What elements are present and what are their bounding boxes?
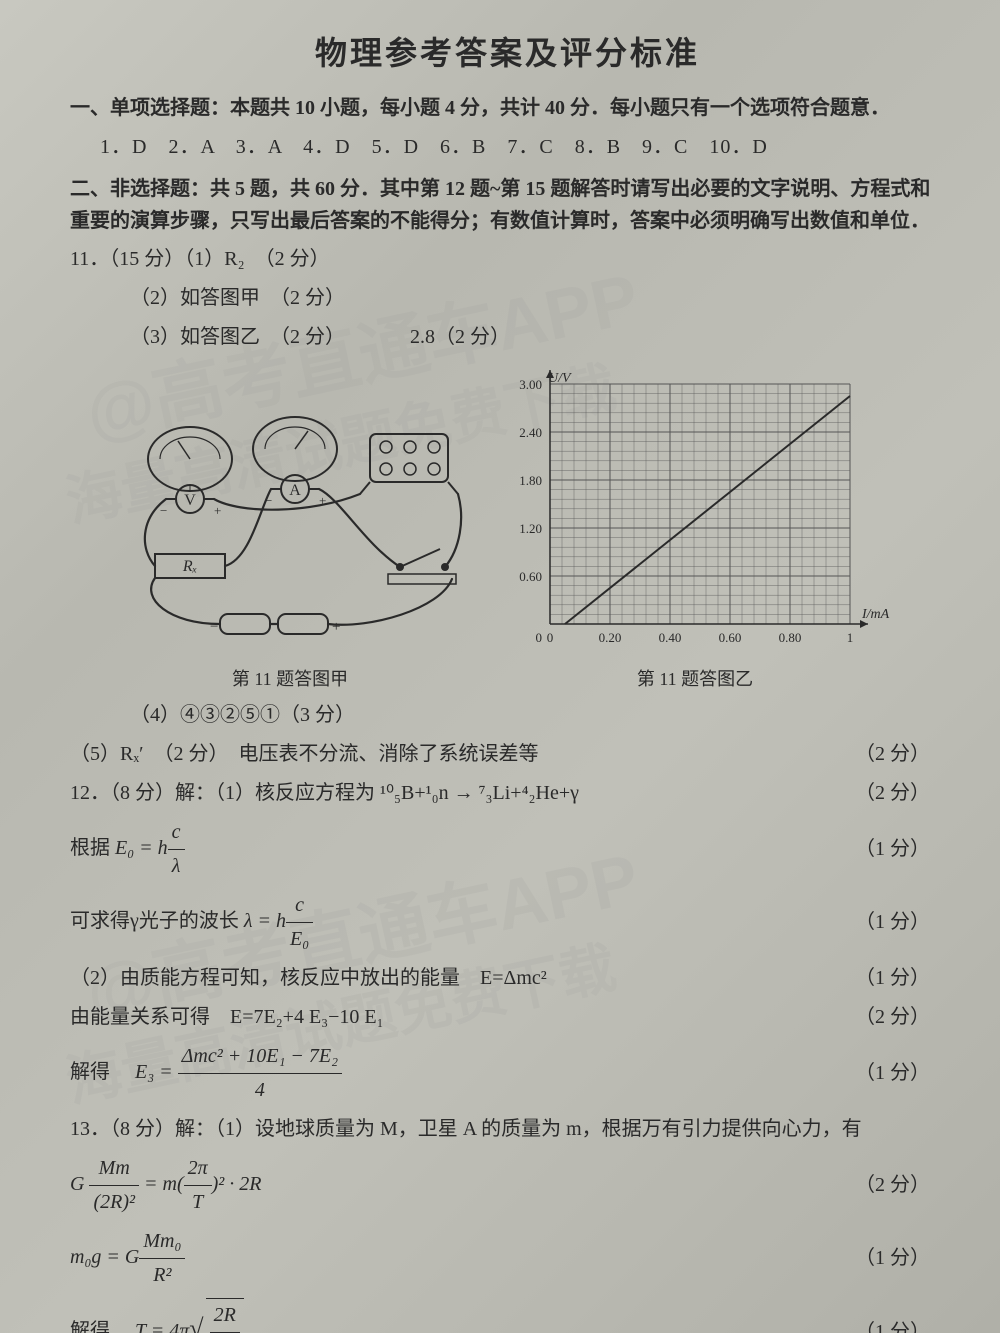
- svg-text:1: 1: [847, 630, 854, 645]
- svg-text:Rₓ: Rₓ: [182, 558, 197, 575]
- chart-box: 0 0.20 0.40 0.60 0.80 1 0.60 1.20 1.80 2.40 3.00 0 U…: [500, 364, 890, 691]
- q13-l2: m₀g = GMm₀R² （1 分）: [70, 1225, 945, 1292]
- svg-text:0: 0: [536, 630, 543, 645]
- q11-line5: （5）Rₓ′ （2 分） 电压表不分流、消除了系统误差等 （2 分）: [70, 738, 945, 771]
- svg-text:0.40: 0.40: [659, 630, 682, 645]
- svg-text:1.20: 1.20: [519, 521, 542, 536]
- svg-text:+: +: [214, 503, 221, 518]
- section-b-heading: 二、非选择题：共 5 题，共 60 分．其中第 12 题~第 15 题解答时请写…: [70, 173, 945, 237]
- q13-l2-score: （1 分）: [855, 1242, 945, 1275]
- q12-head-text: 12．（8 分）解：（1）核反应方程为 ¹⁰₅B+¹₀n → ⁷₃Li+⁴₂He…: [70, 777, 855, 810]
- circuit-diagram: V−+A−+Rₓ−+: [110, 399, 470, 659]
- q13-l1-formula: G Mm(2R)² = m(2πT)² · 2R: [70, 1152, 855, 1219]
- q12-l2-text: 根据 E₀ = hcλ: [70, 816, 855, 883]
- q13-l1-score: （2 分）: [855, 1169, 945, 1202]
- svg-text:I/mA: I/mA: [861, 607, 890, 622]
- page: 物理参考答案及评分标准 一、单项选择题：本题共 10 小题，每小题 4 分，共计…: [0, 0, 1000, 1333]
- q12-l3-prefix: 可求得γ光子的波长: [70, 910, 244, 932]
- q13-head: 13．（8 分）解：（1）设地球质量为 M，卫星 A 的质量为 m，根据万有引力…: [70, 1113, 945, 1146]
- q13-l3: 解得 T = 4π√2Rg （1 分）: [70, 1298, 945, 1333]
- q12-l6-text: 解得 E₃ = Δmc² + 10E₁ − 7E₂4: [70, 1040, 855, 1107]
- svg-text:+: +: [332, 619, 340, 635]
- svg-text:3.00: 3.00: [519, 377, 542, 392]
- q12-l5-score: （2 分）: [855, 1001, 945, 1034]
- svg-text:0.60: 0.60: [519, 569, 542, 584]
- q11-line3: （3）如答图乙 （2 分） 2.8（2 分）: [130, 321, 945, 354]
- q12-l5-text: 由能量关系可得 E=7E₂+4 E₃−10 E₁: [70, 1001, 855, 1034]
- svg-text:2.40: 2.40: [519, 425, 542, 440]
- q11-line1: 11．（15 分）（1）R₂ （2 分）: [70, 243, 945, 276]
- q11-l5a: （5）Rₓ′ （2 分） 电压表不分流、消除了系统误差等: [70, 738, 855, 771]
- q12-l4: （2）由质能方程可知，核反应中放出的能量 E=Δmc² （1 分）: [70, 962, 945, 995]
- q12-l6-prefix: 解得: [70, 1061, 130, 1083]
- svg-text:0.60: 0.60: [719, 630, 742, 645]
- svg-text:−: −: [160, 503, 167, 518]
- caption-yi: 第 11 题答图乙: [637, 665, 753, 691]
- page-title: 物理参考答案及评分标准: [70, 28, 945, 74]
- q12-l6: 解得 E₃ = Δmc² + 10E₁ − 7E₂4 （1 分）: [70, 1040, 945, 1107]
- svg-text:U/V: U/V: [548, 371, 572, 386]
- q11-l3a: （3）如答图乙 （2 分）: [130, 326, 345, 348]
- q12-l3-text: 可求得γ光子的波长 λ = hcE₀: [70, 889, 855, 956]
- q12-l5: 由能量关系可得 E=7E₂+4 E₃−10 E₁ （2 分）: [70, 1001, 945, 1034]
- section-a-heading: 一、单项选择题：本题共 10 小题，每小题 4 分，共计 40 分．每小题只有一…: [70, 92, 945, 124]
- q11-line2: （2）如答图甲 （2 分）: [130, 282, 945, 315]
- svg-text:1.80: 1.80: [519, 473, 542, 488]
- svg-text:0.20: 0.20: [599, 630, 622, 645]
- q12-l6-score: （1 分）: [855, 1057, 945, 1090]
- circuit-diagram-box: V−+A−+Rₓ−+ 第 11 题答图甲: [110, 399, 470, 691]
- diagram-row: V−+A−+Rₓ−+ 第 11 题答图甲 00.200.400.600.8010…: [110, 364, 945, 691]
- q11-line4: （4）④③②⑤①（3 分）: [130, 699, 945, 732]
- q13-l3-text: 解得 T = 4π√2Rg: [70, 1298, 855, 1333]
- svg-text:0: 0: [547, 630, 554, 645]
- q12-l4-score: （1 分）: [855, 962, 945, 995]
- q11-l3b: 2.8（2 分）: [410, 326, 510, 348]
- q13-l1: G Mm(2R)² = m(2πT)² · 2R （2 分）: [70, 1152, 945, 1219]
- caption-jia: 第 11 题答图甲: [232, 665, 348, 691]
- svg-text:A: A: [289, 482, 301, 499]
- q12-head: 12．（8 分）解：（1）核反应方程为 ¹⁰₅B+¹₀n → ⁷₃Li+⁴₂He…: [70, 777, 945, 810]
- svg-text:−: −: [210, 619, 218, 635]
- q12-l2-prefix: 根据: [70, 837, 115, 859]
- q13-l3-score: （1 分）: [855, 1316, 945, 1333]
- svg-text:0.80: 0.80: [779, 630, 802, 645]
- q13-l3-prefix: 解得: [70, 1320, 130, 1333]
- q12-l3: 可求得γ光子的波长 λ = hcE₀ （1 分）: [70, 889, 945, 956]
- q12-head-score: （2 分）: [855, 777, 945, 810]
- mc-answers: 1．D 2．A 3．A 4．D 5．D 6．B 7．C 8．B 9．C 10．D: [100, 130, 945, 159]
- q12-l4-text: （2）由质能方程可知，核反应中放出的能量 E=Δmc²: [70, 962, 855, 995]
- q13-l2-formula: m₀g = GMm₀R²: [70, 1225, 855, 1292]
- q11-l5-score: （2 分）: [855, 738, 945, 771]
- q12-l2: 根据 E₀ = hcλ （1 分）: [70, 816, 945, 883]
- uv-chart: 0 0.20 0.40 0.60 0.80 1 0.60 1.20 1.80 2.40 3.00 0 U…: [500, 364, 890, 659]
- q12-l3-score: （1 分）: [855, 906, 945, 939]
- q12-l2-score: （1 分）: [855, 833, 945, 866]
- svg-text:V: V: [184, 492, 196, 509]
